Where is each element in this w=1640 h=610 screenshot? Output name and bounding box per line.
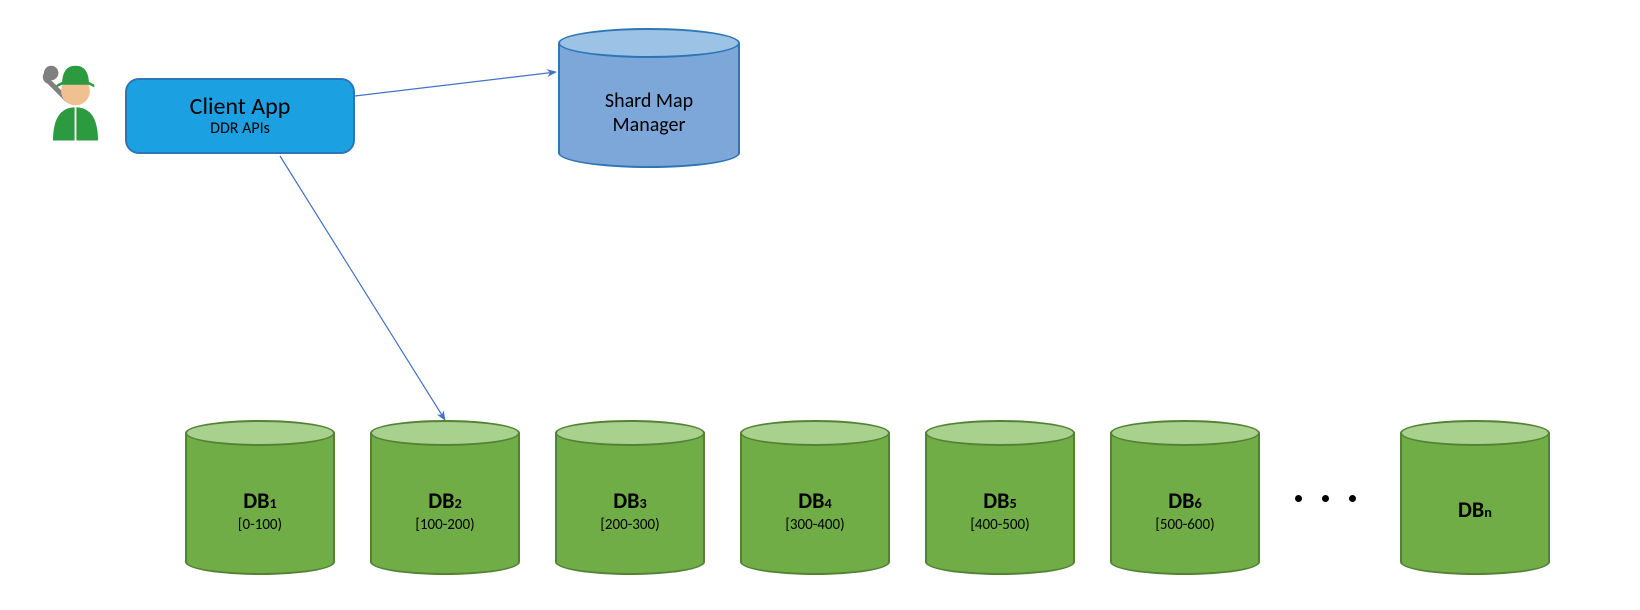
shard-map-manager-label: Shard Map Manager: [558, 58, 740, 168]
db-label: DB6 [500-600): [1110, 446, 1260, 575]
db-name: DB2: [428, 487, 461, 514]
ellipsis-dot: [1349, 495, 1356, 502]
client-app-subtitle: DDR APIs: [210, 120, 270, 138]
connector-arrow: [280, 156, 445, 420]
db-range: [400-500): [970, 516, 1029, 534]
db-label: DB1 [0-100): [185, 446, 335, 575]
db-name-text: DB: [1168, 487, 1194, 514]
db-name: DB1: [243, 487, 276, 514]
cylinder-top: [1110, 420, 1260, 446]
db-range: [500-600): [1155, 516, 1214, 534]
shard-map-manager-cylinder: Shard Map Manager: [558, 28, 740, 168]
connector-arrow: [355, 72, 556, 96]
db-label: DB4 [300-400): [740, 446, 890, 575]
db-name-text: DB: [1458, 496, 1484, 523]
db-name-text: DB: [428, 487, 454, 514]
db-label: DB5 [400-500): [925, 446, 1075, 575]
db-name: DB4: [798, 487, 831, 514]
db-label: DB2 [100-200): [370, 446, 520, 575]
db-range: [100-200): [415, 516, 474, 534]
db-cylinder: DB3 [200-300): [555, 420, 705, 575]
db-name-sub: 4: [824, 494, 831, 512]
db-range: [300-400): [785, 516, 844, 534]
client-app-box: Client App DDR APIs: [125, 78, 355, 154]
cylinder-top: [185, 420, 335, 446]
db-label: DBn: [1400, 446, 1550, 575]
db-name: DB3: [613, 487, 646, 514]
mechanic-icon: [26, 55, 116, 145]
db-name-text: DB: [983, 487, 1009, 514]
shard-label-line2: Manager: [613, 113, 686, 137]
diagram-stage: { "canvas": { "width": 1640, "height": 6…: [0, 0, 1640, 610]
db-cylinder: DB1 [0-100): [185, 420, 335, 575]
client-app-title: Client App: [190, 94, 291, 120]
db-cylinder: DB5 [400-500): [925, 420, 1075, 575]
cylinder-top: [558, 28, 740, 58]
db-name-sub: 5: [1009, 494, 1016, 512]
db-range: [0-100): [238, 516, 282, 534]
ellipsis-dot: [1322, 495, 1329, 502]
cylinder-top: [555, 420, 705, 446]
cylinder-top: [925, 420, 1075, 446]
db-name-sub: 2: [454, 494, 461, 512]
ellipsis-dot: [1295, 495, 1302, 502]
cylinder-top: [1400, 420, 1550, 446]
db-name-sub: 3: [639, 494, 646, 512]
db-cylinder: DB6 [500-600): [1110, 420, 1260, 575]
db-name-text: DB: [243, 487, 269, 514]
db-name-sub: 1: [269, 494, 276, 512]
db-name: DB5: [983, 487, 1016, 514]
db-label: DB3 [200-300): [555, 446, 705, 575]
db-cylinder: DB4 [300-400): [740, 420, 890, 575]
db-cylinder: DB2 [100-200): [370, 420, 520, 575]
hat-top: [62, 66, 89, 85]
db-range: [200-300): [600, 516, 659, 534]
cylinder-top: [740, 420, 890, 446]
db-name-sub: 6: [1194, 494, 1201, 512]
db-name-text: DB: [613, 487, 639, 514]
db-name: DB6: [1168, 487, 1201, 514]
db-name: DBn: [1458, 496, 1492, 523]
db-name-sub: n: [1484, 503, 1492, 521]
db-name-text: DB: [798, 487, 824, 514]
shard-label-line1: Shard Map: [605, 89, 693, 113]
db-cylinder: DBn: [1400, 420, 1550, 575]
cylinder-top: [370, 420, 520, 446]
